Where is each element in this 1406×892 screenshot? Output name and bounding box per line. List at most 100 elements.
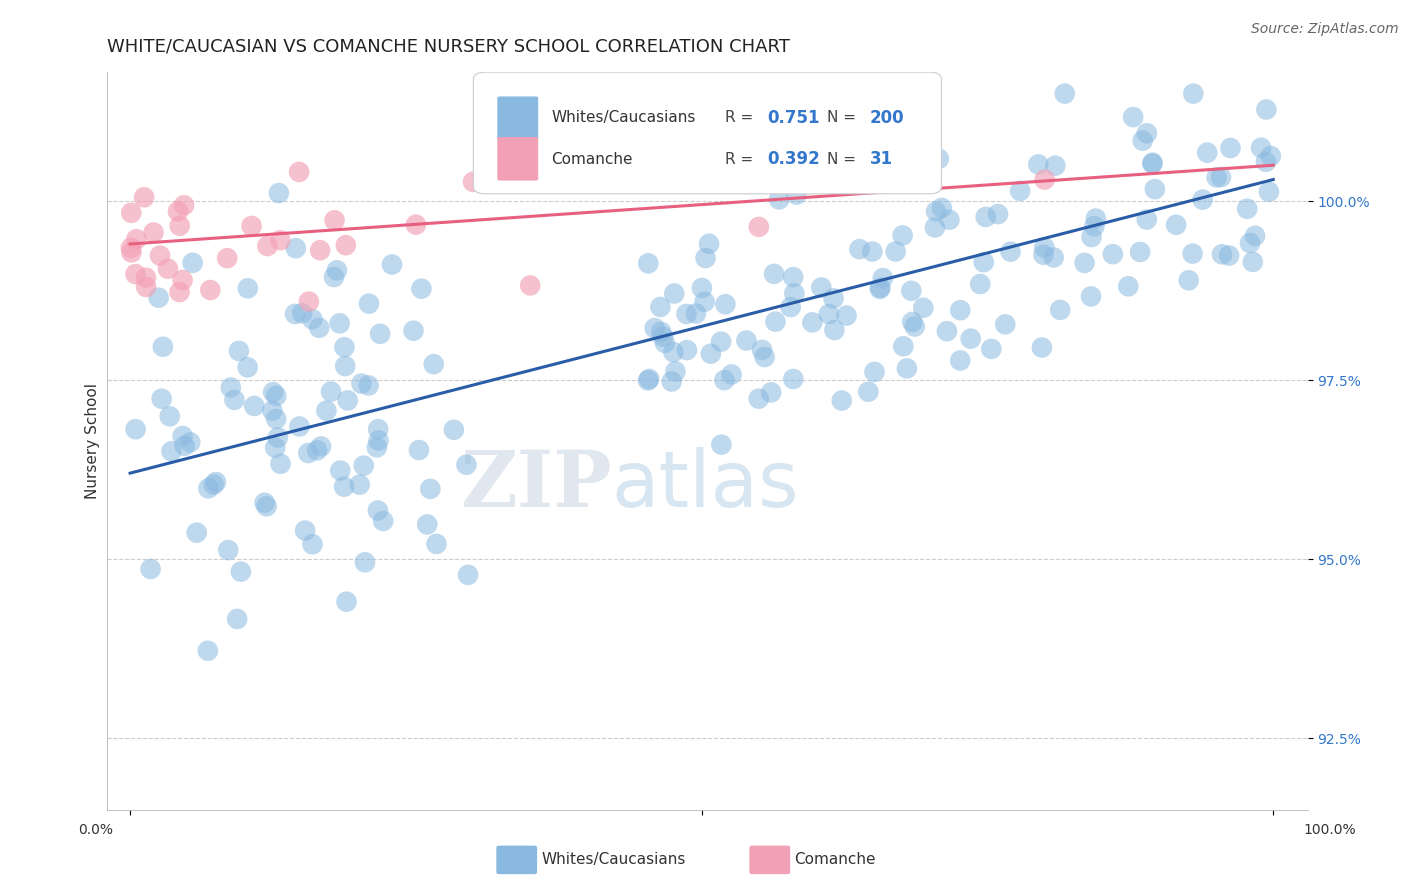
Point <box>835 309 858 323</box>
Point <box>1142 156 1164 170</box>
Point <box>1257 185 1279 199</box>
Point <box>1031 341 1053 355</box>
Point <box>456 458 478 472</box>
Text: atlas: atlas <box>612 447 799 524</box>
Point <box>425 537 447 551</box>
Text: 0.392: 0.392 <box>768 150 820 169</box>
Point <box>1166 218 1188 232</box>
Point <box>172 429 194 443</box>
Point <box>228 343 250 358</box>
Point <box>368 326 391 341</box>
Point <box>938 212 960 227</box>
Point <box>1211 247 1233 261</box>
FancyBboxPatch shape <box>498 137 538 180</box>
Point <box>357 378 380 392</box>
Point <box>354 555 377 569</box>
Point <box>685 306 707 320</box>
Point <box>405 218 427 232</box>
Point <box>1205 170 1227 185</box>
Text: Whites/Caucasians: Whites/Caucasians <box>541 853 686 867</box>
Point <box>891 228 914 243</box>
Text: N =: N = <box>828 111 862 126</box>
Point <box>333 340 356 354</box>
Point <box>900 284 922 298</box>
Point <box>1049 302 1071 317</box>
Point <box>1136 126 1159 140</box>
Point <box>695 251 717 265</box>
Point <box>297 446 319 460</box>
Point <box>335 359 357 373</box>
Point <box>461 175 484 189</box>
Point <box>240 219 263 233</box>
Point <box>186 525 208 540</box>
Point <box>148 291 170 305</box>
Point <box>367 434 389 448</box>
Point <box>120 206 142 220</box>
Point <box>309 439 332 453</box>
Point <box>402 324 425 338</box>
Point <box>783 286 806 301</box>
Point <box>1132 134 1154 148</box>
Point <box>896 361 918 376</box>
Point <box>217 251 239 265</box>
Point <box>419 482 441 496</box>
Point <box>720 368 742 382</box>
Point <box>714 297 737 311</box>
Point <box>949 303 972 318</box>
Point <box>884 244 907 259</box>
Point <box>142 226 165 240</box>
Point <box>925 204 948 219</box>
Point <box>1000 244 1022 259</box>
Point <box>664 286 686 301</box>
Point <box>408 443 430 458</box>
Point <box>697 236 720 251</box>
Point <box>637 256 659 270</box>
Point <box>135 280 157 294</box>
Point <box>294 524 316 538</box>
Point <box>443 423 465 437</box>
Point <box>759 385 782 400</box>
Point <box>748 219 770 234</box>
Point <box>167 204 190 219</box>
Point <box>120 241 142 255</box>
Point <box>149 249 172 263</box>
Point <box>713 373 735 387</box>
Point <box>928 152 950 166</box>
Point <box>329 464 352 478</box>
Point <box>350 376 373 391</box>
Point <box>243 399 266 413</box>
Point <box>181 256 204 270</box>
Point <box>173 198 195 212</box>
Point <box>1010 184 1032 198</box>
Point <box>664 364 686 378</box>
Point <box>134 190 156 204</box>
Point <box>323 213 346 227</box>
Point <box>139 562 162 576</box>
Point <box>1177 273 1199 287</box>
Point <box>323 270 346 285</box>
Point <box>1042 251 1064 265</box>
Point <box>693 294 716 309</box>
Point <box>422 357 444 371</box>
Point <box>644 321 666 335</box>
Point <box>801 315 824 329</box>
Point <box>1250 141 1272 155</box>
Point <box>1045 159 1067 173</box>
Point <box>1260 149 1282 163</box>
Point <box>262 403 284 417</box>
Point <box>675 307 697 321</box>
Point <box>974 210 997 224</box>
Point <box>869 282 891 296</box>
Point <box>1129 244 1152 259</box>
Point <box>1239 236 1261 251</box>
Point <box>1254 154 1277 169</box>
Point <box>848 242 870 256</box>
Point <box>735 334 758 348</box>
Point <box>124 267 146 281</box>
Point <box>994 318 1017 332</box>
Point <box>121 245 143 260</box>
Point <box>197 481 219 495</box>
Point <box>336 393 359 408</box>
Point <box>229 565 252 579</box>
Text: R =: R = <box>725 111 758 126</box>
